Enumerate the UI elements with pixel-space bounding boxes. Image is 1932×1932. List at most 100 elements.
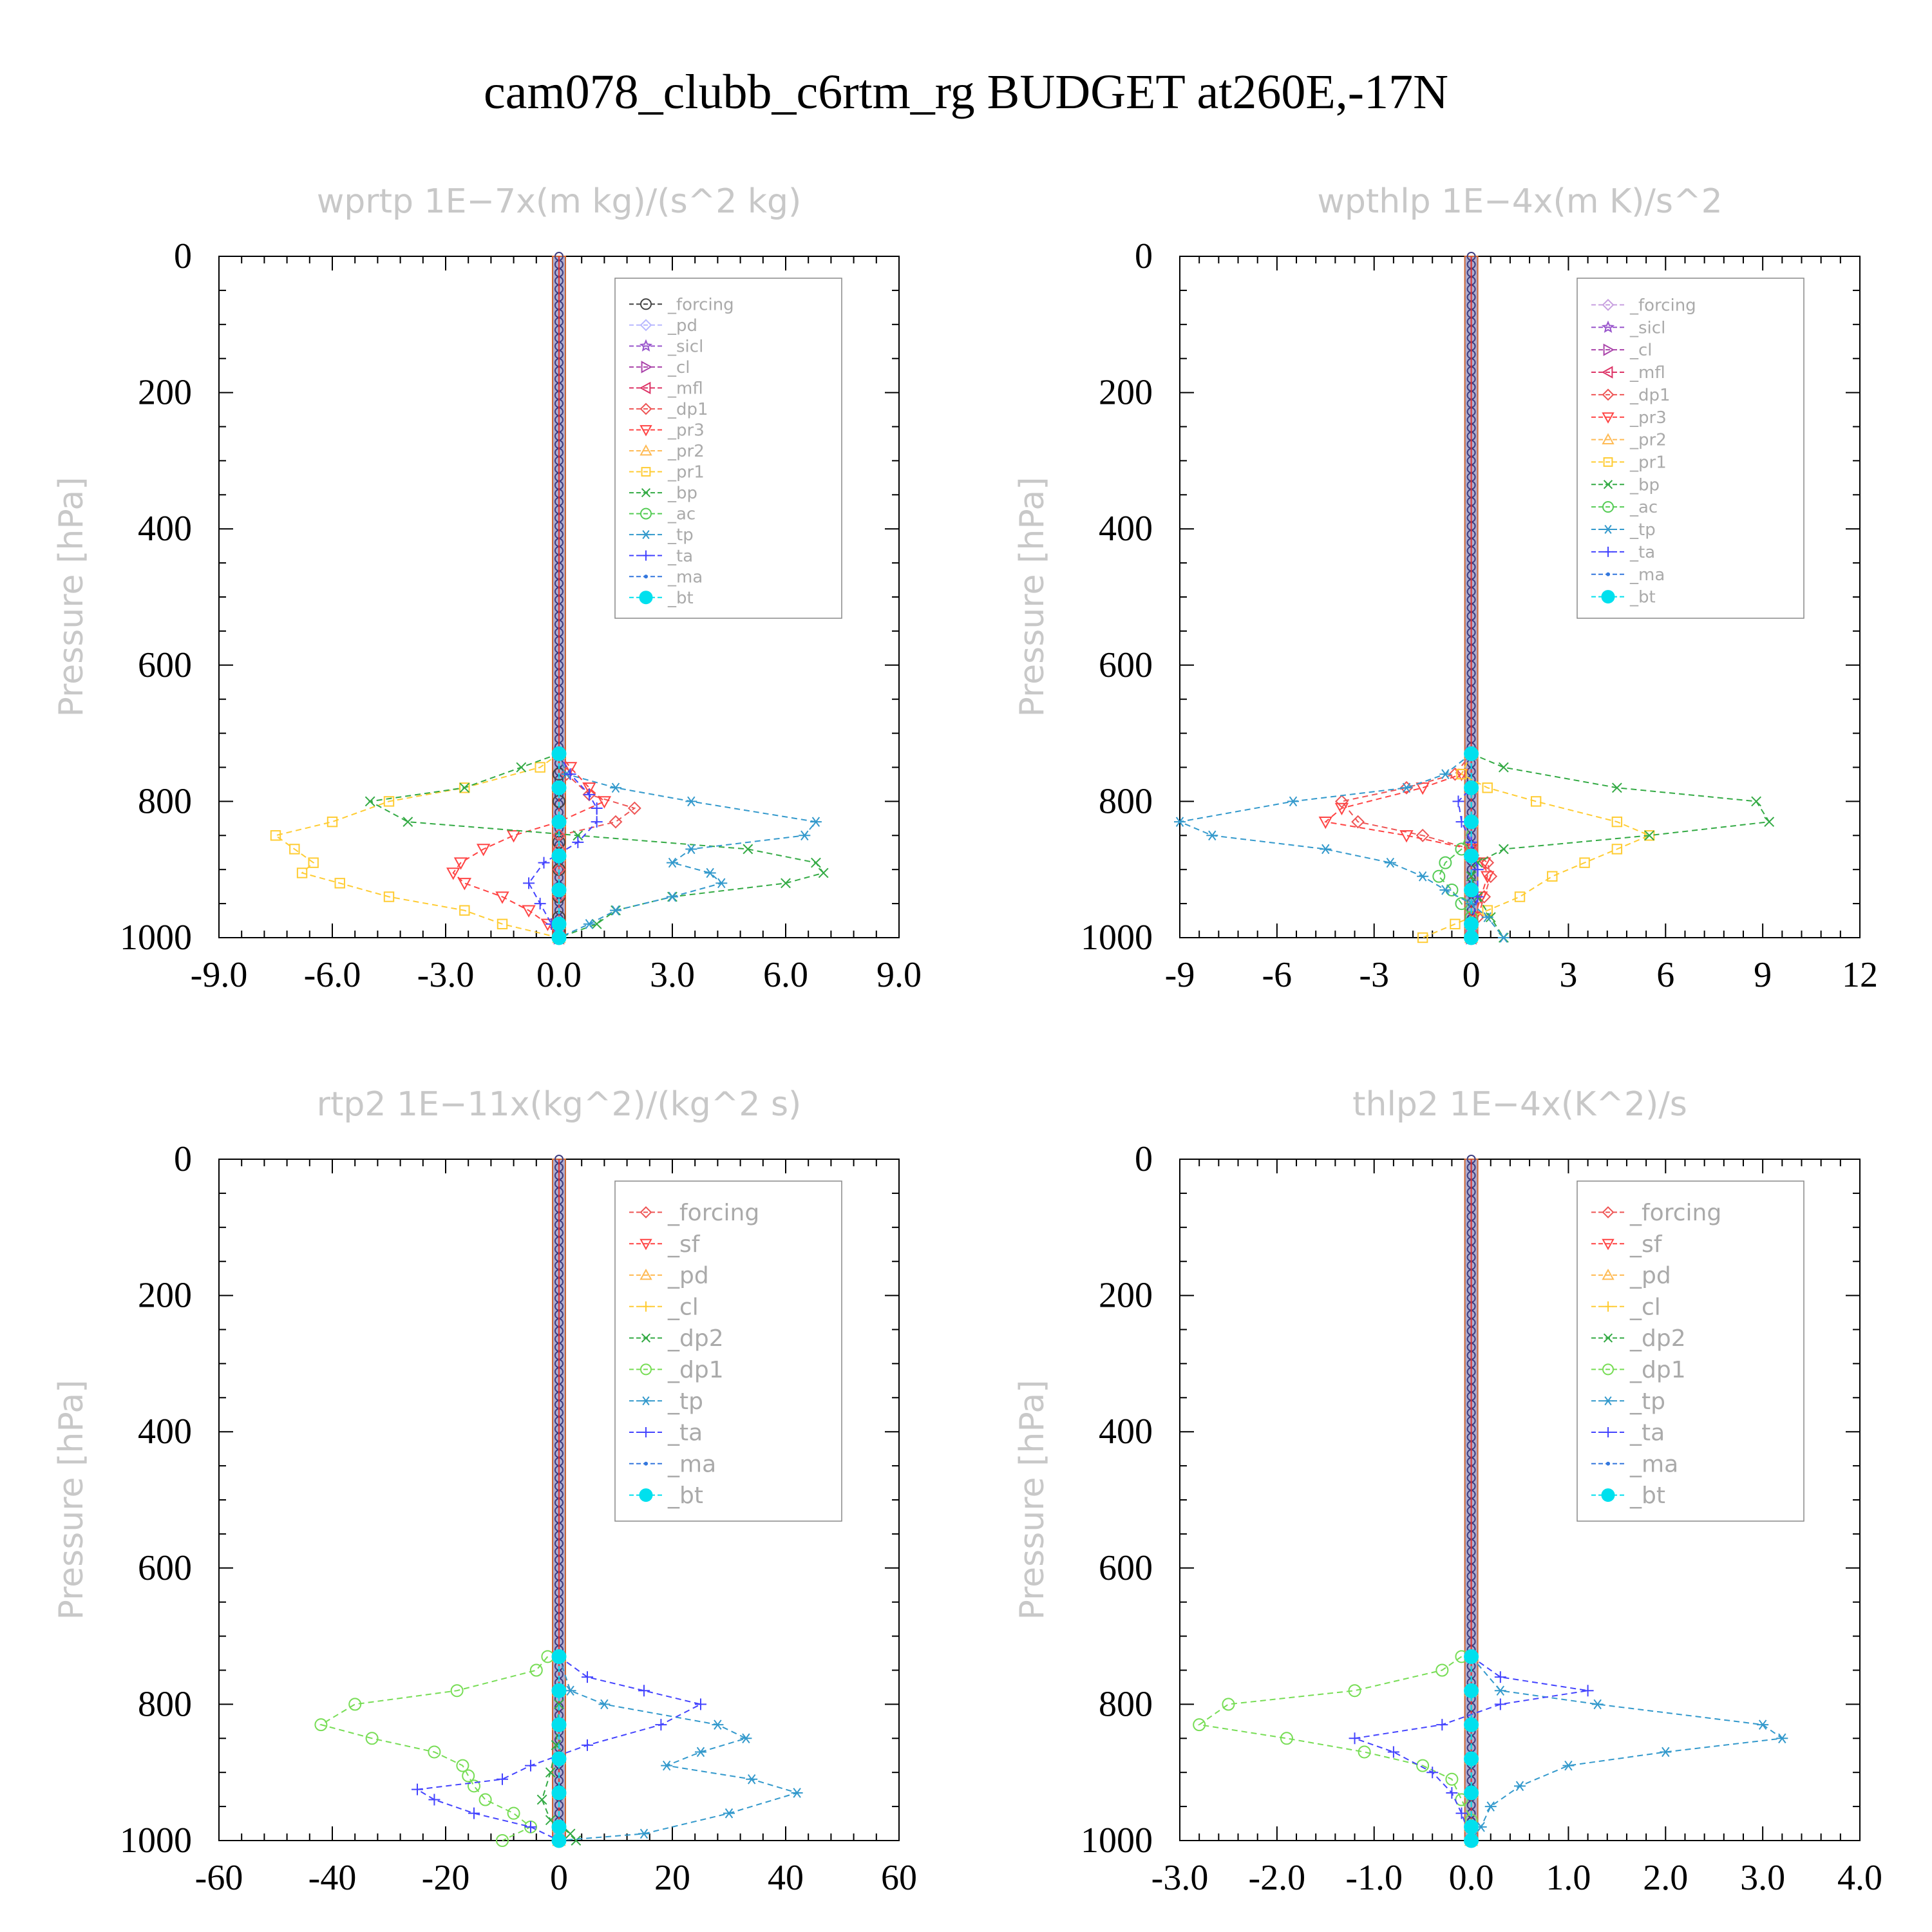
data-point: [591, 918, 602, 929]
y-tick-label: 1000: [120, 1821, 192, 1861]
zero-column: [552, 1155, 566, 1842]
series-line: [541, 1656, 577, 1841]
legend-marker: [641, 550, 651, 561]
legend-marker: [641, 1333, 651, 1343]
data-point: [799, 830, 811, 841]
data-point: [818, 867, 829, 878]
legend-entry: _pd: [1591, 1263, 1671, 1289]
series-line: [1422, 753, 1651, 938]
data-point: [497, 918, 508, 930]
data-point: [453, 857, 468, 870]
y-tick-label: 0: [174, 236, 192, 276]
data-point: [661, 1760, 673, 1771]
x-tick-label: 3: [1559, 955, 1577, 995]
y-tick-label: 0: [174, 1139, 192, 1179]
data-point: [428, 1794, 440, 1806]
legend-marker: [1603, 457, 1613, 467]
data-point: [1222, 1698, 1235, 1711]
data-point: [495, 891, 509, 904]
legend-entry: _pr3: [1591, 408, 1667, 428]
data-point: [810, 817, 822, 827]
data-point: [1206, 830, 1218, 841]
legend-label: _ma: [1629, 565, 1665, 585]
x-tick-label: 4.0: [1837, 1858, 1882, 1898]
y-tick-label: 200: [1099, 1276, 1153, 1316]
data-point: [1358, 1745, 1371, 1759]
x-tick-label: 0.0: [1449, 1858, 1494, 1898]
legend-label: _cl: [667, 358, 690, 377]
data-point: [1481, 912, 1493, 923]
legend-label: _pr3: [667, 421, 705, 440]
data-point: [1477, 857, 1492, 870]
data-point: [365, 796, 375, 807]
legend-label: _tp: [667, 526, 694, 545]
y-tick-label: 400: [1099, 1412, 1153, 1452]
y-tick-label: 600: [1099, 645, 1153, 685]
series-bt: [1464, 746, 1479, 945]
legend-label: _bt: [1629, 588, 1656, 607]
y-tick-label: 600: [1099, 1548, 1153, 1588]
data-point: [582, 1671, 593, 1683]
legend-marker: [1602, 388, 1615, 401]
data-point: [1280, 1732, 1293, 1745]
legend-marker: [641, 1427, 651, 1437]
data-point: [1335, 794, 1349, 808]
legend-label: _dp2: [667, 1325, 724, 1352]
x-tick-label: -3.0: [1151, 1858, 1209, 1898]
data-point: [551, 882, 567, 898]
data-point: [715, 878, 728, 889]
data-point: [1287, 796, 1299, 807]
legend-marker: [639, 381, 651, 395]
data-point: [551, 1717, 567, 1732]
legend-marker: [639, 402, 652, 415]
legend-marker: [639, 339, 653, 352]
data-point: [1452, 795, 1464, 808]
legend-marker: [1602, 1363, 1614, 1376]
x-tick-label: -9.0: [191, 955, 248, 995]
data-point: [1455, 842, 1468, 856]
data-point: [412, 1783, 423, 1795]
legend-label: _ma: [667, 1451, 716, 1477]
y-tick-label: 400: [138, 509, 192, 549]
legend-label: _cl: [1629, 341, 1653, 360]
legend-entry: _dp1: [629, 400, 708, 419]
legend-label: _cl: [667, 1294, 699, 1320]
data-point: [638, 1685, 650, 1697]
data-point: [1530, 796, 1542, 807]
data-point: [551, 916, 567, 932]
data-point: [1320, 844, 1332, 855]
legend-entry: _pr3: [629, 421, 705, 440]
legend-entry: _ta: [629, 547, 693, 566]
data-point: [627, 801, 641, 815]
data-point: [1439, 769, 1452, 779]
legend-marker: [641, 361, 653, 374]
legend-marker: [644, 574, 648, 579]
data-point: [1464, 848, 1479, 864]
data-point: [1436, 1719, 1448, 1731]
legend-marker: [1602, 501, 1614, 513]
legend: _forcing _sf _pd _cl _dp2 _dp1 _tp _ta _ma _bt: [614, 1180, 842, 1522]
legend-marker: [1601, 320, 1615, 333]
data-point: [1776, 1733, 1788, 1744]
legend-marker: [1603, 1333, 1613, 1343]
data-point: [1591, 1699, 1604, 1710]
data-point: [1582, 1685, 1594, 1697]
y-axis-label: Pressure [hPa]: [1013, 477, 1052, 717]
data-point: [457, 878, 472, 891]
data-point: [534, 898, 546, 910]
legend-marker: [1601, 590, 1615, 604]
data-point: [1498, 844, 1509, 855]
data-point: [506, 830, 521, 843]
data-point: [1446, 1786, 1458, 1799]
data-point: [1455, 1807, 1468, 1819]
data-point: [781, 878, 791, 889]
legend-entry: _sf: [1591, 1231, 1663, 1258]
legend-label: _ac: [1629, 498, 1658, 517]
data-point: [1611, 844, 1623, 855]
x-tick-label: 9: [1754, 955, 1772, 995]
legend-marker: [1603, 1427, 1613, 1437]
data-point: [1450, 918, 1461, 930]
x-tick-label: -40: [308, 1858, 357, 1898]
legend-label: _ma: [667, 567, 703, 587]
legend-box: [1577, 278, 1804, 619]
